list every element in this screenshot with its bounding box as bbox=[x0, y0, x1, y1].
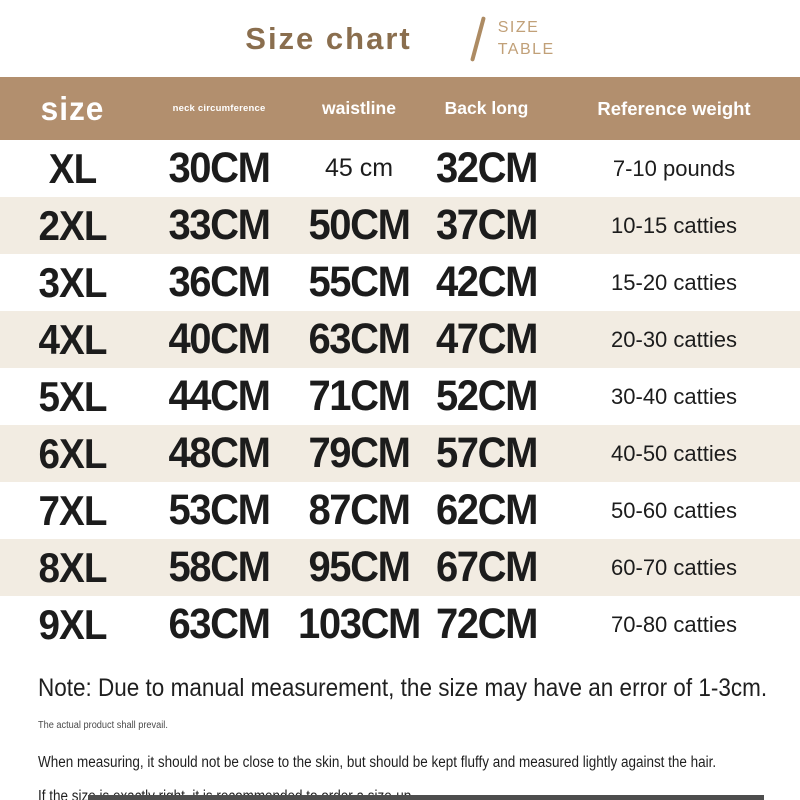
notes-section: Note: Due to manual measurement, the siz… bbox=[0, 653, 800, 800]
cell-neck: 44CM bbox=[168, 372, 270, 420]
header-reference-weight: Reference weight bbox=[597, 97, 751, 119]
cell-waist: 87CM bbox=[308, 486, 410, 534]
header-waistline: waistline bbox=[322, 98, 396, 118]
cell-back: 57CM bbox=[435, 429, 538, 477]
title-bar: Size chart SIZE TABLE bbox=[0, 0, 800, 77]
cell-size: 3XL bbox=[38, 258, 107, 306]
cell-weight: 7-10 pounds bbox=[612, 155, 736, 181]
cell-size: 2XL bbox=[38, 201, 107, 249]
cell-weight: 30-40 catties bbox=[611, 383, 737, 409]
cell-back: 47CM bbox=[435, 315, 538, 363]
cell-size: XL bbox=[48, 144, 97, 192]
cell-back: 42CM bbox=[435, 258, 538, 306]
cell-back: 32CM bbox=[435, 144, 538, 192]
subtitle-line-2: TABLE bbox=[497, 40, 555, 58]
cell-waist: 63CM bbox=[308, 315, 410, 363]
cell-weight: 60-70 catties bbox=[611, 554, 737, 580]
table-row: 4XL 40CM 63CM 47CM 20-30 catties bbox=[0, 311, 800, 368]
cell-waist: 50CM bbox=[308, 201, 410, 249]
cell-waist: 95CM bbox=[308, 543, 410, 591]
cell-weight: 15-20 catties bbox=[611, 269, 737, 295]
cell-neck: 33CM bbox=[168, 201, 270, 249]
header-size: size bbox=[40, 89, 105, 127]
cell-back: 52CM bbox=[435, 372, 538, 420]
cell-waist: 55CM bbox=[308, 258, 410, 306]
cell-back: 67CM bbox=[435, 543, 538, 591]
note-main: Note: Due to manual measurement, the siz… bbox=[38, 674, 768, 702]
header-neck-circumference: neck circumference bbox=[172, 103, 266, 114]
cell-neck: 58CM bbox=[168, 543, 270, 591]
cell-size: 6XL bbox=[38, 429, 107, 477]
note-muted: The actual product shall prevail. bbox=[38, 720, 168, 731]
page-title: Size chart bbox=[245, 20, 412, 56]
cell-weight: 70-80 catties bbox=[611, 611, 737, 637]
cell-weight: 40-50 catties bbox=[611, 440, 737, 466]
cell-waist: 79CM bbox=[308, 429, 410, 477]
page-subtitle: SIZE TABLE bbox=[498, 17, 555, 60]
size-table: size neck circumference waistline Back l… bbox=[0, 77, 800, 653]
table-header-row: size neck circumference waistline Back l… bbox=[0, 77, 800, 140]
note-measuring: When measuring, it should not be close t… bbox=[38, 754, 717, 771]
header-back-long: Back long bbox=[444, 98, 529, 118]
cell-size: 7XL bbox=[38, 486, 107, 534]
table-row: 6XL 48CM 79CM 57CM 40-50 catties bbox=[0, 425, 800, 482]
table-row: XL 30CM 45 cm 32CM 7-10 pounds bbox=[0, 140, 800, 197]
cell-neck: 36CM bbox=[168, 258, 270, 306]
table-row: 2XL 33CM 50CM 37CM 10-15 catties bbox=[0, 197, 800, 254]
cell-neck: 30CM bbox=[168, 144, 270, 192]
table-row: 8XL 58CM 95CM 67CM 60-70 catties bbox=[0, 539, 800, 596]
cell-weight: 20-30 catties bbox=[611, 326, 737, 352]
cell-waist: 71CM bbox=[308, 372, 410, 420]
cell-back: 37CM bbox=[435, 201, 538, 249]
table-row: 7XL 53CM 87CM 62CM 50-60 catties bbox=[0, 482, 800, 539]
bottom-partial-bar bbox=[88, 795, 764, 800]
cell-back: 72CM bbox=[435, 600, 538, 648]
cell-size: 8XL bbox=[38, 543, 107, 591]
slash-divider-icon bbox=[469, 15, 486, 62]
cell-neck: 63CM bbox=[168, 600, 270, 648]
cell-neck: 40CM bbox=[168, 315, 270, 363]
cell-waist: 45 cm bbox=[324, 154, 394, 182]
cell-weight: 10-15 catties bbox=[611, 212, 737, 238]
table-row: 9XL 63CM 103CM 72CM 70-80 catties bbox=[0, 596, 800, 653]
table-row: 3XL 36CM 55CM 42CM 15-20 catties bbox=[0, 254, 800, 311]
cell-neck: 53CM bbox=[168, 486, 270, 534]
cell-waist: 103CM bbox=[298, 600, 421, 648]
cell-size: 5XL bbox=[38, 372, 107, 420]
cell-size: 4XL bbox=[38, 315, 107, 363]
subtitle-line-1: SIZE bbox=[497, 18, 540, 36]
cell-neck: 48CM bbox=[168, 429, 270, 477]
table-row: 5XL 44CM 71CM 52CM 30-40 catties bbox=[0, 368, 800, 425]
cell-back: 62CM bbox=[435, 486, 538, 534]
cell-size: 9XL bbox=[38, 600, 107, 648]
cell-weight: 50-60 catties bbox=[611, 497, 737, 523]
